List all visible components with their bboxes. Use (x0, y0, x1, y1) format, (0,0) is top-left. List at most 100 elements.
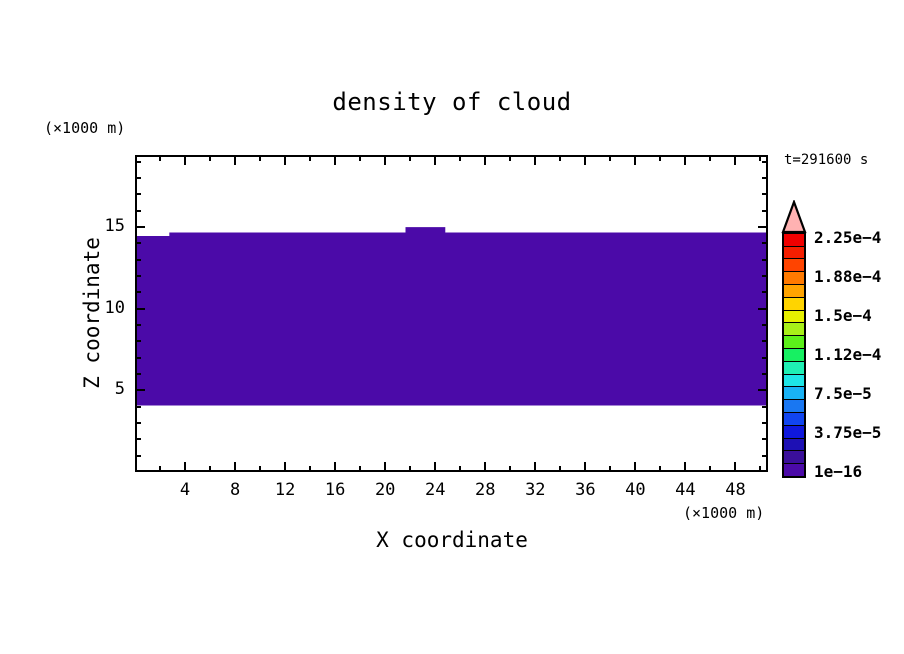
y-axis-tick-right (762, 274, 767, 277)
x-axis-tick-top (684, 156, 687, 165)
y-axis-tick-label: 5 (114, 379, 125, 400)
x-axis-tick-label: 48 (725, 480, 746, 500)
plot-area (135, 155, 768, 472)
colorbar-band (784, 424, 804, 438)
colorbar-tick-label: 7.5e−5 (814, 383, 872, 403)
colorbar-band (784, 463, 804, 476)
y-axis-tick-right (762, 340, 767, 343)
y-axis-tick-right (762, 291, 767, 294)
x-axis-tick (659, 466, 662, 471)
y-axis-tick (136, 307, 145, 310)
colorbar-band (784, 233, 804, 246)
y-axis-units-label: (×1000 m) (44, 119, 126, 137)
y-axis-tick-right (762, 176, 767, 179)
x-axis-tick (584, 462, 587, 471)
y-axis-tick-right (762, 258, 767, 261)
x-axis-tick-label: 16 (324, 480, 346, 500)
y-axis-tick-label: 15 (104, 215, 125, 236)
x-axis-tick (634, 462, 637, 471)
x-axis-tick (409, 466, 412, 471)
x-axis-tick (709, 466, 712, 471)
cloud-layer-region (137, 227, 766, 406)
x-axis-tick-top (159, 156, 162, 161)
y-axis-tick-right (758, 225, 767, 228)
y-axis-tick (136, 176, 141, 179)
y-axis-tick (136, 160, 141, 163)
y-axis-tick-right (762, 356, 767, 359)
page-title: density of cloud (332, 88, 572, 116)
x-axis-tick (209, 466, 212, 471)
colorbar-band (784, 450, 804, 464)
y-axis-tick-right (762, 421, 767, 424)
x-axis-tick-label: 20 (374, 480, 396, 500)
y-axis-tick (136, 291, 141, 294)
x-axis-tick (609, 466, 612, 471)
y-axis-tick-right (762, 438, 767, 441)
x-axis-tick-top (409, 156, 412, 161)
x-axis-tick-top (284, 156, 287, 165)
y-axis-tick (136, 258, 141, 261)
x-axis-tick-top (759, 156, 762, 161)
y-axis-tick (136, 421, 141, 424)
x-axis-tick-top (359, 156, 362, 161)
colorbar-band (784, 335, 804, 349)
x-axis-tick-top (509, 156, 512, 161)
x-axis-tick-label: 40 (625, 480, 646, 500)
colorbar-band (784, 399, 804, 413)
x-axis-tick-top (459, 156, 462, 161)
x-axis-tick (259, 466, 262, 471)
y-axis-tick-right (762, 405, 767, 408)
x-axis-tick (459, 466, 462, 471)
x-axis-tick-top (584, 156, 587, 165)
x-axis-tick-label: 32 (525, 480, 546, 500)
colorbar-over-arrow-icon (781, 200, 807, 234)
x-axis-tick-top (609, 156, 612, 161)
x-axis-tick (284, 462, 287, 471)
y-axis-tick-right (762, 372, 767, 375)
x-axis-tick (434, 462, 437, 471)
y-axis-tick-right (762, 193, 767, 196)
x-axis-tick-top (659, 156, 662, 161)
x-axis-tick (184, 462, 187, 471)
y-axis-tick-right (762, 160, 767, 163)
colorbar-band (784, 309, 804, 323)
colorbar-tick-label: 1.88e−4 (814, 267, 882, 287)
y-axis-tick (136, 323, 141, 326)
x-axis-tick-top (334, 156, 337, 165)
x-axis-tick-label: 8 (229, 480, 241, 500)
colorbar-tick-label: 3.75e−5 (814, 422, 882, 442)
x-axis-tick-label: 28 (475, 480, 496, 500)
y-axis-tick-label: 10 (104, 297, 125, 318)
colorbar-band (784, 348, 804, 361)
y-axis-tick-right (762, 209, 767, 212)
x-axis-tick (234, 462, 237, 471)
x-axis-tick (684, 462, 687, 471)
y-axis-tick-right (758, 307, 767, 310)
colorbar (782, 232, 806, 478)
x-axis-tick-top (434, 156, 437, 165)
x-axis-tick (759, 466, 762, 471)
x-axis-tick-label: 36 (575, 480, 596, 500)
x-axis-units-label: (×1000 m) (683, 504, 765, 522)
y-axis-tick (136, 389, 145, 392)
colorbar-tick-label: 1.12e−4 (814, 345, 882, 364)
x-axis-tick-top (534, 156, 537, 165)
y-axis-tick (136, 340, 141, 343)
y-axis-tick (136, 454, 141, 457)
x-axis-tick (359, 466, 362, 471)
simulation-time-label: t=291600 s (784, 152, 869, 168)
x-axis-tick-top (209, 156, 212, 161)
colorbar-band (784, 245, 804, 259)
x-axis-tick-top (559, 156, 562, 161)
x-axis-tick-label: 4 (179, 480, 191, 500)
colorbar-band (784, 360, 804, 374)
colorbar-band (784, 322, 804, 336)
x-axis-tick-top (709, 156, 712, 161)
x-axis-tick-top (484, 156, 487, 165)
x-axis-tick (559, 466, 562, 471)
x-axis-tick (484, 462, 487, 471)
colorbar-band (784, 412, 804, 425)
colorbar-tick-label: 1e−16 (814, 461, 863, 481)
y-axis-tick (136, 193, 141, 196)
x-axis-tick-top (384, 156, 387, 165)
